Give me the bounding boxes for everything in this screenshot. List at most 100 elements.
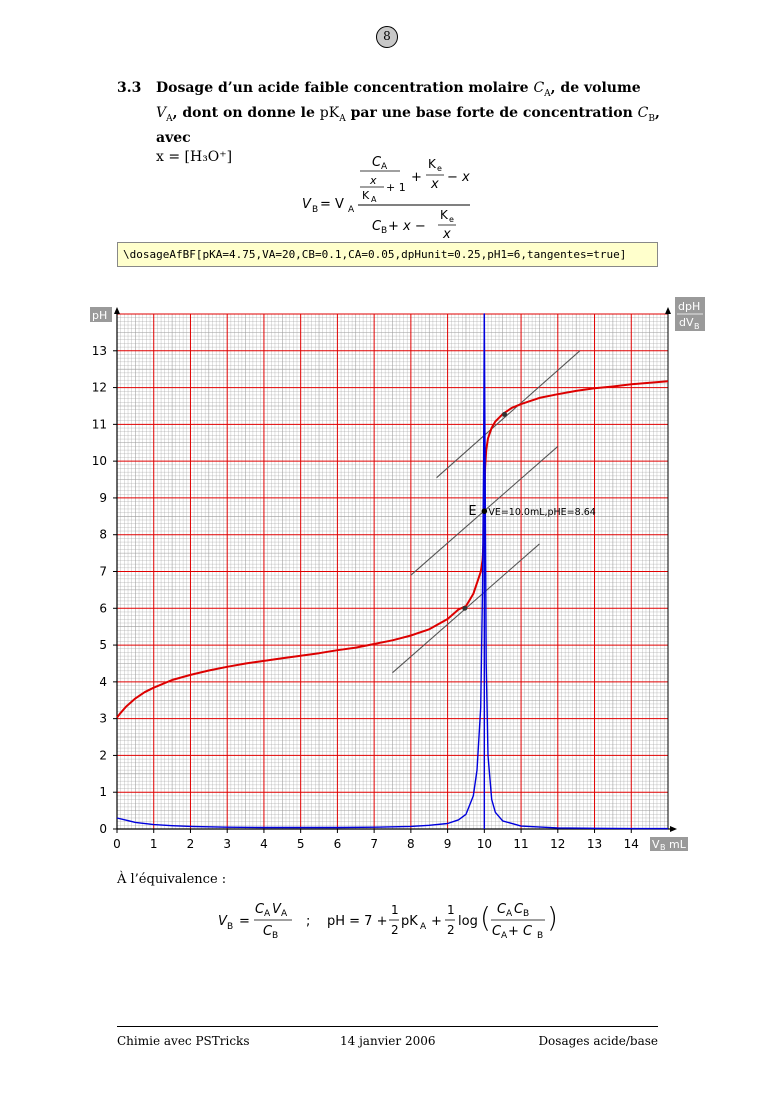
svg-text:x: x	[430, 177, 439, 192]
svg-text:V: V	[272, 902, 282, 917]
svg-text:B: B	[537, 931, 543, 941]
svg-text:B: B	[381, 226, 387, 236]
svg-text:=: =	[239, 914, 250, 929]
svg-text:B: B	[694, 322, 700, 331]
svg-text:B: B	[312, 205, 318, 215]
xlabel-tag	[650, 837, 688, 851]
y-tick-label: 6	[99, 601, 107, 615]
svg-text:C: C	[372, 155, 382, 170]
svg-text:+: +	[431, 914, 442, 929]
x-tick-label: 5	[297, 837, 305, 851]
svg-text:+ 1: + 1	[386, 181, 406, 194]
ylabel-tag	[90, 307, 112, 322]
ylabel: pH	[92, 309, 107, 322]
svg-text:1: 1	[447, 903, 455, 917]
svg-text:log: log	[458, 914, 478, 929]
ph-curve	[116, 380, 669, 719]
y-tick-label: 7	[99, 565, 107, 579]
y-tick-label: 13	[92, 344, 107, 358]
code-command: \dosageAfBF[pKA=4.75,VA=20,CB=0.1,CA=0.0…	[117, 242, 658, 267]
equivalence-label: VE=10.0mL,pHE=8.64	[488, 507, 595, 518]
y2-axis-arrow	[665, 307, 671, 314]
svg-text:B: B	[227, 922, 233, 932]
x-tick-label: 13	[587, 837, 602, 851]
svg-text:A: A	[264, 909, 271, 919]
svg-text:A: A	[420, 922, 427, 932]
x-tick-label: 9	[444, 837, 452, 851]
y-tick-label: 11	[92, 417, 107, 431]
svg-text:C: C	[492, 924, 502, 939]
x-tick-label: 7	[370, 837, 378, 851]
x-tick-label: 14	[624, 837, 639, 851]
tangent-point	[502, 411, 508, 417]
svg-text:A: A	[281, 909, 288, 919]
y-axis-arrow	[114, 307, 120, 314]
svg-text:− x: − x	[447, 170, 470, 185]
svg-text:e: e	[437, 164, 442, 173]
svg-text:+ C: + C	[508, 924, 533, 939]
f1-lhs: V	[302, 197, 312, 212]
formula-vb: V B = V A C A x K A + 1 + K e x − x C B …	[302, 155, 470, 242]
derivative-curve	[116, 313, 668, 830]
section-number: 3.3	[117, 80, 142, 96]
x-tick-label: 4	[260, 837, 268, 851]
tangent-point	[462, 605, 468, 611]
y-tick-label: 4	[99, 675, 107, 689]
y-tick-label: 0	[99, 822, 107, 836]
svg-text:C: C	[263, 924, 273, 939]
page-number: 8	[376, 26, 398, 48]
svg-text:K: K	[440, 208, 449, 222]
y-tick-label: 3	[99, 712, 107, 726]
svg-text:K: K	[428, 157, 437, 171]
svg-text:B: B	[523, 909, 529, 919]
footer-right: Dosages acide/base	[538, 1034, 658, 1048]
svg-text:): )	[547, 901, 558, 934]
svg-text:B: B	[660, 843, 666, 852]
svg-text:1: 1	[391, 903, 399, 917]
xlabel-unit: mL	[669, 838, 687, 851]
y-tick-label: 8	[99, 528, 107, 542]
svg-text:A: A	[501, 931, 508, 941]
svg-text:x: x	[442, 227, 451, 242]
y-tick-label: 10	[92, 454, 107, 468]
x-tick-label: 0	[113, 837, 121, 851]
x-tick-label: 1	[150, 837, 158, 851]
xlabel: V	[652, 838, 660, 851]
svg-text:;: ;	[306, 914, 310, 929]
svg-text:= V: = V	[320, 197, 344, 212]
svg-text:+: +	[411, 170, 422, 185]
formula-equivalence: V B = C A V A C B ; pH = 7 + 1 2 pK A + …	[218, 901, 558, 941]
tangent-line	[436, 350, 581, 479]
footer-left: Chimie avec PSTricks	[117, 1034, 250, 1048]
section-title-x: x = [H₃O⁺]	[156, 148, 233, 165]
svg-text:(: (	[480, 901, 491, 934]
x-tick-label: 11	[513, 837, 528, 851]
equivalence-marker: E	[468, 504, 476, 519]
svg-text:A: A	[506, 909, 513, 919]
svg-text:x: x	[369, 174, 377, 187]
ylabel2-num: dpH	[678, 300, 700, 313]
y-tick-label: 2	[99, 748, 107, 762]
x-tick-label: 8	[407, 837, 415, 851]
x-tick-label: 12	[550, 837, 565, 851]
footer-center: 14 janvier 2006	[340, 1034, 436, 1048]
y-tick-label: 1	[99, 785, 107, 799]
svg-text:e: e	[449, 215, 454, 224]
x-tick-label: 10	[477, 837, 492, 851]
svg-text:+ x −: + x −	[388, 219, 426, 234]
y-tick-label: 5	[99, 638, 107, 652]
x-tick-label: 3	[223, 837, 231, 851]
svg-text:B: B	[272, 931, 278, 941]
x-tick-label: 6	[334, 837, 342, 851]
svg-text:C: C	[255, 902, 265, 917]
footer-rule	[117, 1026, 658, 1027]
svg-text:pK: pK	[401, 914, 418, 929]
svg-text:C: C	[514, 902, 524, 917]
equivalence-heading: À l’équivalence :	[117, 872, 227, 887]
x-axis-arrow	[670, 826, 677, 832]
svg-text:2: 2	[447, 923, 455, 937]
svg-text:K: K	[362, 189, 370, 202]
ylabel2-den: dV	[679, 316, 694, 329]
svg-text:pH = 7 +: pH = 7 +	[327, 914, 387, 929]
